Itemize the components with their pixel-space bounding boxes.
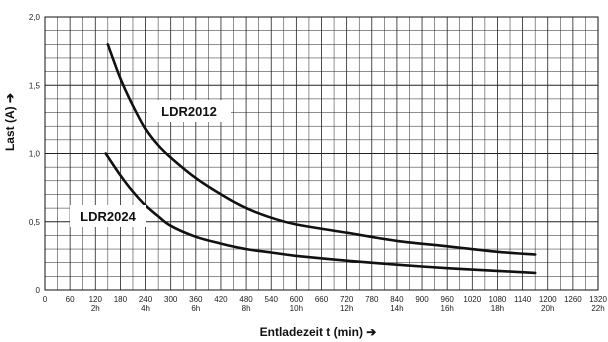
x-tick-sublabel: 2h	[91, 304, 100, 313]
x-tick-label: 900	[415, 295, 429, 304]
x-tick-label: 1020	[463, 295, 481, 304]
y-axis-title: Last (A) ➔	[3, 93, 17, 151]
x-tick-label: 780	[365, 295, 379, 304]
x-tick-label: 1260	[564, 295, 582, 304]
x-tick-sublabel: 14h	[390, 304, 403, 313]
x-tick-label: 360	[189, 295, 203, 304]
y-tick-label: 1,0	[29, 150, 41, 159]
x-tick-label: 0	[43, 295, 48, 304]
y-tick-label: 1,5	[29, 81, 41, 90]
x-tick-label: 300	[164, 295, 178, 304]
x-tick-label: 960	[441, 295, 455, 304]
series-label-ldr2024-group: LDR2024	[70, 205, 146, 227]
series-label-ldr2012-bg	[147, 100, 231, 122]
x-tick-sublabel: 10h	[290, 304, 303, 313]
x-tick-label: 1140	[514, 295, 532, 304]
series-line-ldr2024	[104, 152, 537, 275]
grid	[44, 16, 599, 291]
x-tick-sublabel: 8h	[242, 304, 251, 313]
y-tick-label: 2,0	[29, 13, 41, 22]
x-tick-label: 480	[239, 295, 253, 304]
x-tick-label: 600	[290, 295, 304, 304]
y-tick-label: 0	[36, 286, 41, 295]
x-tick-sublabel: 20h	[541, 304, 554, 313]
x-tick-label: 1200	[539, 295, 557, 304]
x-tick-label: 420	[214, 295, 228, 304]
x-tick-label: 240	[139, 295, 153, 304]
x-tick-label: 540	[265, 295, 279, 304]
x-tick-label: 1080	[489, 295, 507, 304]
x-tick-label: 1320	[589, 295, 607, 304]
y-axis-ticks: 0 0,5 1,0 1,5 2,0	[29, 13, 41, 295]
plot-frame	[44, 16, 599, 291]
y-tick-label: 0,5	[29, 218, 41, 227]
x-tick-label: 660	[315, 295, 329, 304]
x-tick-sublabel: 18h	[491, 304, 504, 313]
x-tick-label: 720	[340, 295, 354, 304]
x-tick-label: 120	[89, 295, 103, 304]
x-tick-label: 60	[66, 295, 75, 304]
x-tick-sublabel: 4h	[141, 304, 150, 313]
series-label-ldr2012-group: LDR2012	[147, 100, 231, 122]
x-tick-label: 840	[390, 295, 404, 304]
series-label-ldr2024: LDR2024	[80, 209, 136, 224]
series-label-ldr2012: LDR2012	[161, 104, 217, 119]
series-line-ldr2012	[106, 43, 537, 256]
x-tick-label: 180	[114, 295, 128, 304]
series-label-ldr2024-bg	[70, 205, 146, 227]
x-tick-sublabel: 22h	[591, 304, 604, 313]
x-tick-sublabel: 12h	[340, 304, 353, 313]
x-axis-title: Entladezeit t (min) ➔	[260, 325, 377, 339]
x-tick-sublabel: 6h	[191, 304, 200, 313]
x-tick-sublabel: 16h	[441, 304, 454, 313]
curves	[104, 43, 537, 275]
